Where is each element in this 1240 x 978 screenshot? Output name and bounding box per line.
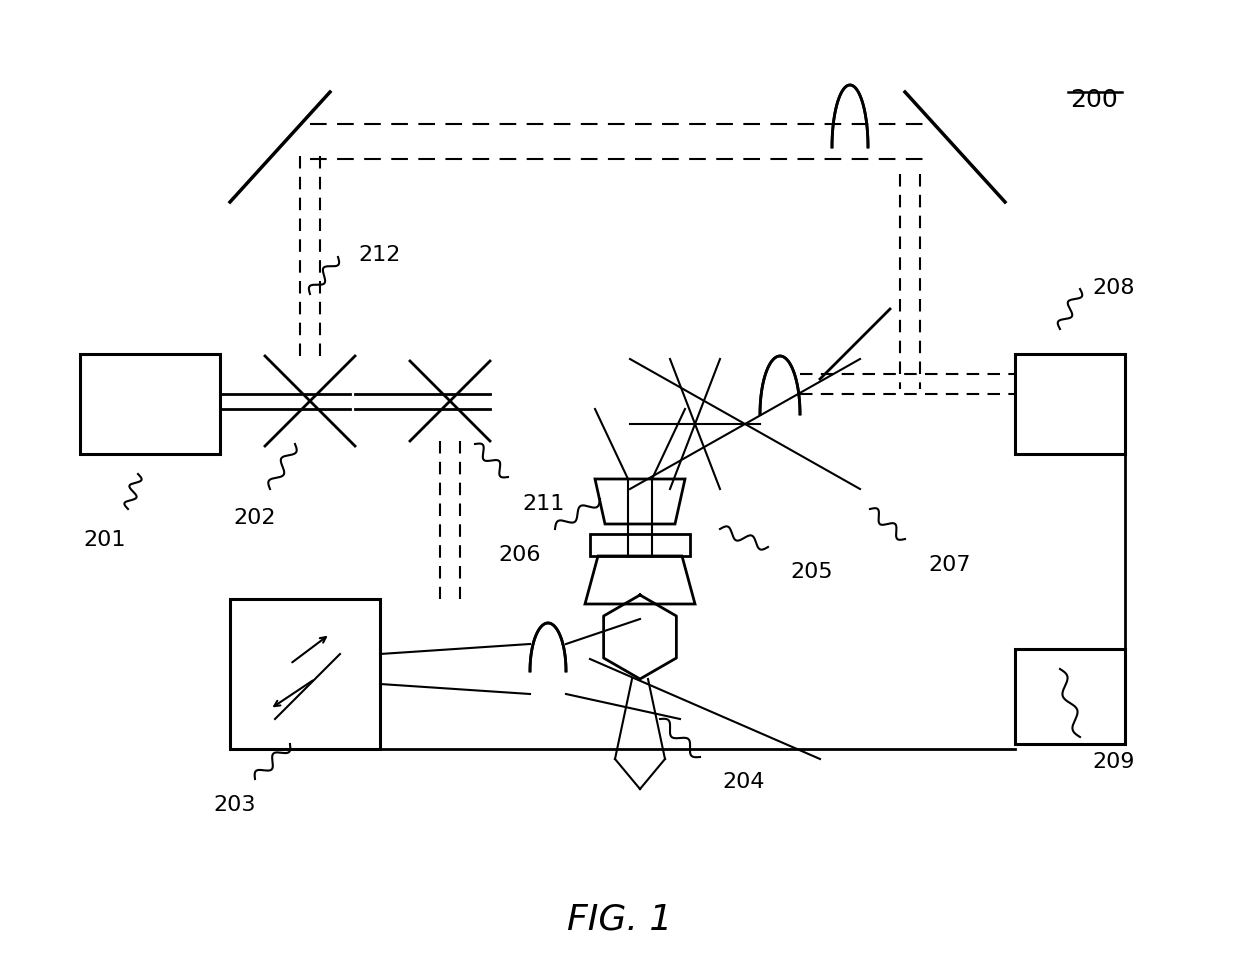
Bar <box>1016 649 1125 744</box>
Text: 202: 202 <box>234 508 277 527</box>
Text: 207: 207 <box>928 555 971 574</box>
Text: 201: 201 <box>84 529 126 550</box>
Text: 212: 212 <box>358 244 401 265</box>
Text: 208: 208 <box>1092 278 1135 297</box>
Bar <box>1016 355 1125 455</box>
Bar <box>229 600 379 749</box>
Text: 204: 204 <box>722 772 765 791</box>
Text: 206: 206 <box>498 545 541 564</box>
Text: 203: 203 <box>213 794 257 814</box>
Text: 200: 200 <box>1070 88 1117 111</box>
Text: 211: 211 <box>522 494 564 513</box>
Text: FIG. 1: FIG. 1 <box>568 902 672 936</box>
Text: 209: 209 <box>1092 751 1135 772</box>
Bar <box>590 534 689 556</box>
Text: 205: 205 <box>790 561 832 581</box>
Bar <box>81 355 219 455</box>
